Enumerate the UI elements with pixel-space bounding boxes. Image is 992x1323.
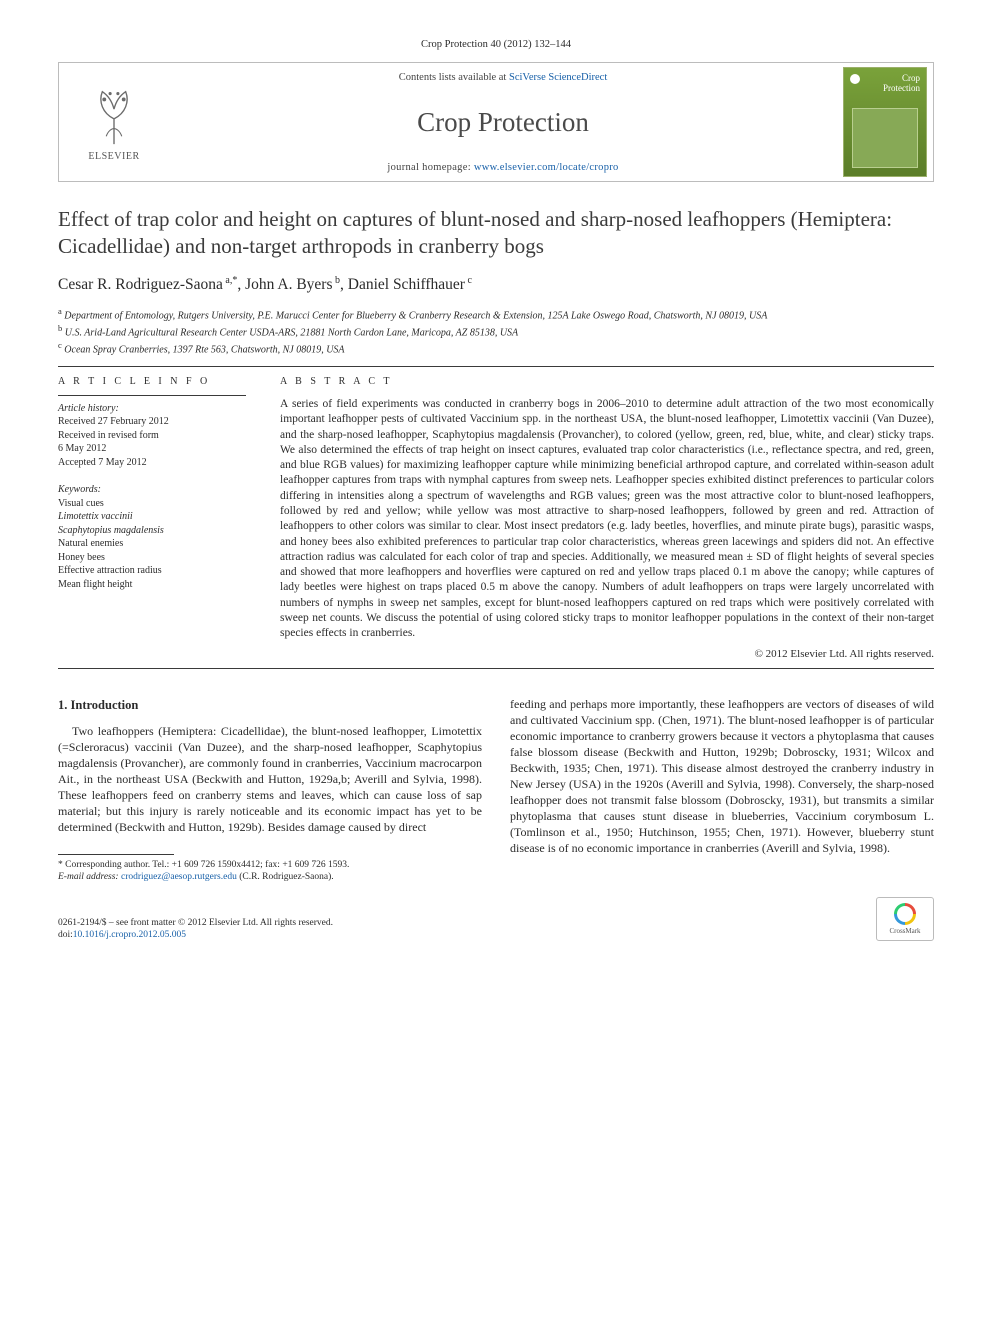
affil-b: b U.S. Arid-Land Agricultural Research C… bbox=[58, 323, 934, 340]
intro-para-left: Two leafhoppers (Hemiptera: Cicadellidae… bbox=[58, 724, 482, 836]
affiliations: a Department of Entomology, Rutgers Univ… bbox=[58, 306, 934, 356]
journal-homepage-link[interactable]: www.elsevier.com/locate/cropro bbox=[474, 162, 619, 173]
sciencedirect-link[interactable]: SciVerse ScienceDirect bbox=[509, 72, 607, 83]
front-matter-block: 0261-2194/$ – see front matter © 2012 El… bbox=[58, 917, 333, 942]
email-suffix: (C.R. Rodriguez-Saona). bbox=[237, 872, 334, 882]
publisher-name: ELSEVIER bbox=[88, 150, 139, 164]
history-accepted: Accepted 7 May 2012 bbox=[58, 456, 246, 470]
keyword-3: Natural enemies bbox=[58, 537, 246, 551]
homepage-prefix: journal homepage: bbox=[387, 162, 473, 173]
body-columns: 1. Introduction Two leafhoppers (Hemipte… bbox=[58, 697, 934, 883]
author-2: John A. Byers b bbox=[245, 276, 340, 293]
rule-top bbox=[58, 366, 934, 367]
crossmark-icon bbox=[894, 903, 916, 925]
column-left: 1. Introduction Two leafhoppers (Hemipte… bbox=[58, 697, 482, 883]
front-matter-line: 0261-2194/$ – see front matter © 2012 El… bbox=[58, 917, 333, 929]
article-title: Effect of trap color and height on captu… bbox=[58, 206, 934, 260]
doi-line: doi:10.1016/j.cropro.2012.05.005 bbox=[58, 929, 333, 941]
page-root: Crop Protection 40 (2012) 132–144 ELSEVI… bbox=[0, 0, 992, 981]
contents-available-line: Contents lists available at SciVerse Sci… bbox=[175, 71, 831, 85]
meta-row: A R T I C L E I N F O Article history: R… bbox=[58, 375, 934, 662]
abstract-text: A series of field experiments was conduc… bbox=[280, 397, 934, 642]
corr-tel-fax: * Corresponding author. Tel.: +1 609 726… bbox=[58, 859, 482, 871]
history-revised-date: 6 May 2012 bbox=[58, 442, 246, 456]
cover-thumb-block: CropProtection bbox=[837, 63, 933, 181]
column-right: feeding and perhaps more importantly, th… bbox=[510, 697, 934, 883]
history-label: Article history: bbox=[58, 402, 246, 416]
author-3: Daniel Schiffhauer c bbox=[348, 276, 472, 293]
author-1: Cesar R. Rodriguez-Saona a,* bbox=[58, 276, 237, 293]
corresponding-author-footnote: * Corresponding author. Tel.: +1 609 726… bbox=[58, 859, 482, 884]
abstract-copyright: © 2012 Elsevier Ltd. All rights reserved… bbox=[280, 647, 934, 662]
doi-link[interactable]: 10.1016/j.cropro.2012.05.005 bbox=[73, 930, 186, 940]
page-footer: 0261-2194/$ – see front matter © 2012 El… bbox=[58, 897, 934, 941]
footnote-separator bbox=[58, 854, 174, 855]
journal-masthead: ELSEVIER Contents lists available at Sci… bbox=[58, 62, 934, 182]
keyword-5: Effective attraction radius bbox=[58, 564, 246, 578]
affil-a: a Department of Entomology, Rutgers Univ… bbox=[58, 306, 934, 323]
publisher-block: ELSEVIER bbox=[59, 63, 169, 181]
history-revised-label: Received in revised form bbox=[58, 429, 246, 443]
journal-homepage-line: journal homepage: www.elsevier.com/locat… bbox=[175, 161, 831, 175]
keywords-label: Keywords: bbox=[58, 483, 246, 497]
crossmark-label: CrossMark bbox=[889, 927, 920, 936]
email-label: E-mail address: bbox=[58, 872, 121, 882]
corr-email-line: E-mail address: crodriguez@aesop.rutgers… bbox=[58, 871, 482, 883]
contents-prefix: Contents lists available at bbox=[399, 72, 509, 83]
crossmark-badge[interactable]: CrossMark bbox=[876, 897, 934, 941]
right-block-rule bbox=[280, 668, 934, 669]
left-block-rule bbox=[58, 668, 246, 669]
keyword-6: Mean flight height bbox=[58, 578, 246, 592]
corr-email-link[interactable]: crodriguez@aesop.rutgers.edu bbox=[121, 872, 237, 882]
article-info: A R T I C L E I N F O Article history: R… bbox=[58, 375, 246, 662]
abstract-block: A B S T R A C T A series of field experi… bbox=[280, 375, 934, 662]
keyword-0: Visual cues bbox=[58, 497, 246, 511]
history-received: Received 27 February 2012 bbox=[58, 415, 246, 429]
running-head: Crop Protection 40 (2012) 132–144 bbox=[58, 38, 934, 52]
abstract-heading: A B S T R A C T bbox=[280, 375, 934, 389]
author-list: Cesar R. Rodriguez-Saona a,*, John A. By… bbox=[58, 274, 934, 296]
elsevier-tree-icon bbox=[83, 80, 145, 148]
keyword-1: Limotettix vaccinii bbox=[58, 510, 246, 524]
journal-name: Crop Protection bbox=[175, 104, 831, 140]
article-info-rule bbox=[58, 395, 246, 396]
keyword-2: Scaphytopius magdalensis bbox=[58, 524, 246, 538]
section-1-heading: 1. Introduction bbox=[58, 697, 482, 714]
intro-para-right: feeding and perhaps more importantly, th… bbox=[510, 697, 934, 857]
affil-c: c Ocean Spray Cranberries, 1397 Rte 563,… bbox=[58, 340, 934, 357]
journal-cover-thumbnail: CropProtection bbox=[843, 67, 927, 177]
masthead-center: Contents lists available at SciVerse Sci… bbox=[169, 63, 837, 181]
article-info-heading: A R T I C L E I N F O bbox=[58, 375, 246, 389]
keyword-4: Honey bees bbox=[58, 551, 246, 565]
